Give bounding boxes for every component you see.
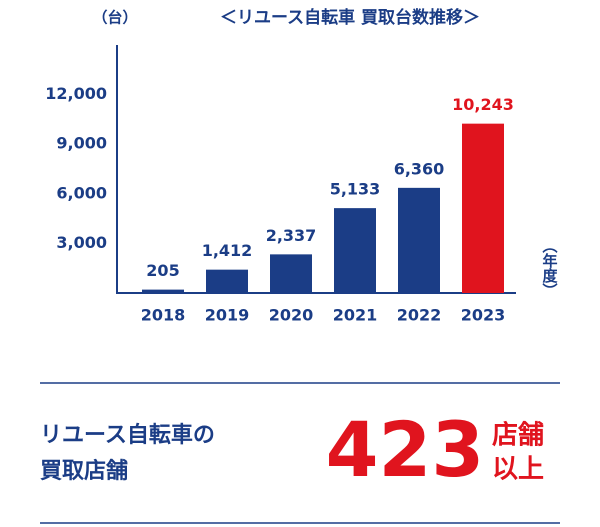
- value-label: 10,243: [452, 95, 514, 114]
- x-tick-label: 2021: [333, 306, 378, 325]
- y-tick-label: 6,000: [56, 183, 107, 202]
- x-tick-label: 2022: [397, 306, 442, 325]
- value-label: 2,337: [266, 226, 317, 245]
- value-label: 1,412: [202, 241, 253, 260]
- y-axis-label: （台）: [92, 9, 137, 27]
- x-axis-label: （年度）: [541, 238, 559, 298]
- summary-label: リユース自転車の: [40, 422, 215, 448]
- summary-label: 買取店舗: [40, 458, 128, 484]
- bar: [462, 123, 504, 293]
- bar: [334, 208, 376, 293]
- x-tick-label: 2020: [269, 306, 314, 325]
- x-tick-label: 2019: [205, 306, 250, 325]
- value-label: 5,133: [330, 180, 381, 199]
- x-tick-label: 2023: [461, 306, 506, 325]
- summary-number: 423: [326, 405, 485, 494]
- y-tick-label: 3,000: [56, 233, 107, 252]
- value-label: 205: [146, 261, 179, 280]
- y-tick-label: 12,000: [45, 84, 107, 103]
- bar: [206, 269, 248, 293]
- value-label: 6,360: [394, 159, 445, 178]
- x-tick-label: 2018: [141, 306, 186, 325]
- bar: [398, 187, 440, 293]
- summary-unit: 以上: [492, 455, 544, 485]
- bar: [142, 289, 184, 293]
- bar: [270, 254, 312, 293]
- y-tick-label: 9,000: [56, 134, 107, 153]
- summary-unit: 店舗: [492, 421, 544, 451]
- chart-title: ＜リユース自転車 買取台数推移＞: [220, 7, 480, 28]
